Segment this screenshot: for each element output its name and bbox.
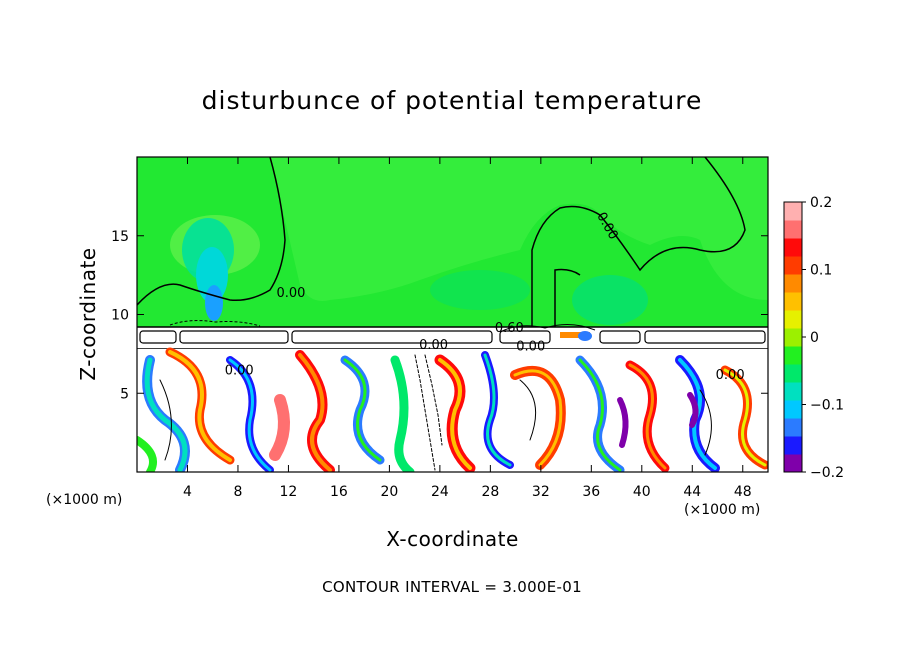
contour-label: 0.00: [516, 340, 545, 355]
band-cell: [291, 330, 493, 344]
colorbar-tick-label: 0.1: [810, 263, 832, 279]
x-tick-label: 12: [280, 484, 298, 500]
x-tick-label: 24: [431, 484, 449, 500]
cyan-blob: [196, 247, 228, 303]
turbulent-blobs: [137, 347, 768, 472]
band-orange: [560, 332, 590, 338]
colorbar-segment: [784, 202, 802, 221]
x-tick-label: 16: [330, 484, 348, 500]
colorbar-segment: [784, 364, 802, 383]
contour-interval-note: CONTOUR INTERVAL = 3.000E-01: [322, 578, 582, 596]
colorbar-segment: [784, 310, 802, 329]
band-cell: [179, 330, 289, 344]
band-blue-spot: [578, 331, 592, 341]
contour-line-right-inner: [554, 268, 581, 328]
colorbar-segment: [784, 256, 802, 275]
x-unit-label-right: (×1000 m): [684, 502, 761, 518]
x-tick-label: 20: [380, 484, 398, 500]
colorbar-segment: [784, 418, 802, 437]
y-tick-label: 5: [120, 386, 129, 402]
band-dashed: [169, 320, 261, 327]
colorbar-segment: [784, 292, 802, 311]
colorbar-segment: [784, 220, 802, 239]
colorbar-tick-label: −0.2: [810, 465, 844, 481]
x-tick-label: 48: [734, 484, 752, 500]
x-axis: 4 8 12 16 20 24 28 32 36 40 44 48: [183, 157, 752, 500]
band-cell: [644, 330, 766, 344]
colorbar-segment: [784, 436, 802, 455]
contour-label: 0.00: [419, 338, 448, 353]
upper-light-region: [137, 157, 768, 301]
boundary-band: [137, 327, 768, 349]
y-axis: 5 10 15: [111, 229, 768, 402]
colorbar-segment: [784, 346, 802, 365]
colorbar-segment: [784, 328, 802, 347]
teal-blob: [572, 275, 648, 325]
contour-label: 0.60: [495, 321, 524, 336]
x-tick-label: 28: [481, 484, 499, 500]
contour-label: 0.00: [225, 363, 254, 378]
x-unit-label-left: (×1000 m): [46, 492, 123, 508]
x-tick-label: 36: [582, 484, 600, 500]
x-tick-label: 8: [233, 484, 242, 500]
contour-line-right: [531, 157, 746, 328]
colorbar: 0.2 0.1 0 −0.1 −0.2: [783, 195, 844, 481]
contour-line-left: [137, 157, 286, 306]
contour-label: 0.00: [716, 368, 745, 383]
contour-label: 0.00: [276, 286, 305, 301]
colorbar-segment: [784, 400, 802, 419]
colorbar-segment: [784, 454, 802, 473]
colorbar-tick-label: 0.2: [810, 195, 832, 211]
y-tick-label: 15: [111, 229, 129, 245]
y-tick-label: 10: [111, 308, 129, 324]
y-axis-label: Z-coordinate: [76, 247, 100, 381]
colorbar-segment: [784, 238, 802, 257]
chart-title: disturbunce of potential temperature: [201, 86, 703, 115]
teal-blob-2: [430, 270, 530, 310]
x-tick-label: 4: [183, 484, 192, 500]
colorbar-tick-label: −0.1: [810, 398, 844, 414]
band-cell: [499, 330, 551, 344]
band-wavy: [499, 324, 596, 333]
band-cell: [139, 330, 177, 344]
blue-blob: [205, 285, 223, 321]
plot-field: [137, 157, 768, 472]
colorbar-tick-label: 0: [810, 330, 819, 346]
x-tick-label: 40: [633, 484, 651, 500]
x-axis-label: X-coordinate: [386, 527, 519, 551]
colorbar-segment: [784, 382, 802, 401]
colorbar-segment: [784, 274, 802, 293]
x-tick-label: 32: [532, 484, 550, 500]
x-tick-label: 44: [683, 484, 701, 500]
band-cell: [599, 330, 641, 344]
